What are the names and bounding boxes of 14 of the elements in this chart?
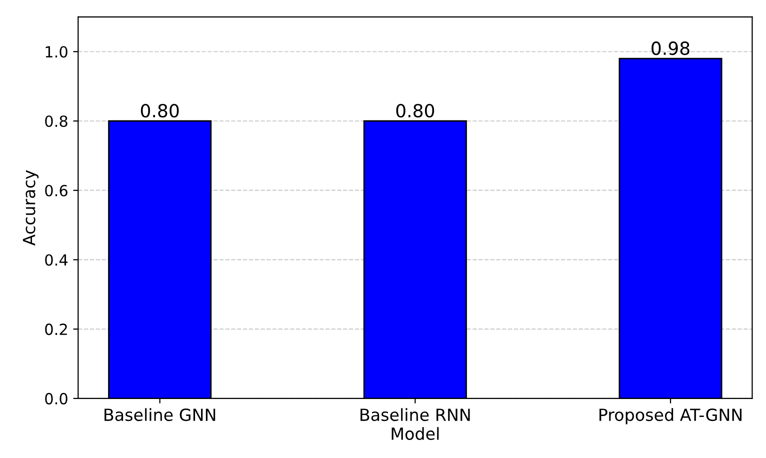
data-label: 0.80 [396, 104, 434, 118]
y-tick-label: 1.0 [46, 46, 68, 58]
y-axis-title: Accuracy [22, 170, 39, 246]
data-label: 0.80 [140, 104, 179, 118]
y-tick-label: 0.0 [45, 392, 68, 404]
data-label: 0.98 [652, 41, 690, 56]
y-tick-label: 0.8 [45, 115, 68, 128]
x-axis-title: Model [392, 427, 439, 440]
x-tick-label: Baseline RNN [360, 408, 470, 422]
y-tick-label: 0.6 [45, 184, 68, 196]
y-tick-label: 0.2 [45, 324, 67, 336]
x-tick-label: Baseline GNN [104, 408, 216, 422]
y-tick-label: 0.4 [45, 254, 68, 266]
x-tick-label: Proposed AT-GNN [600, 408, 742, 424]
